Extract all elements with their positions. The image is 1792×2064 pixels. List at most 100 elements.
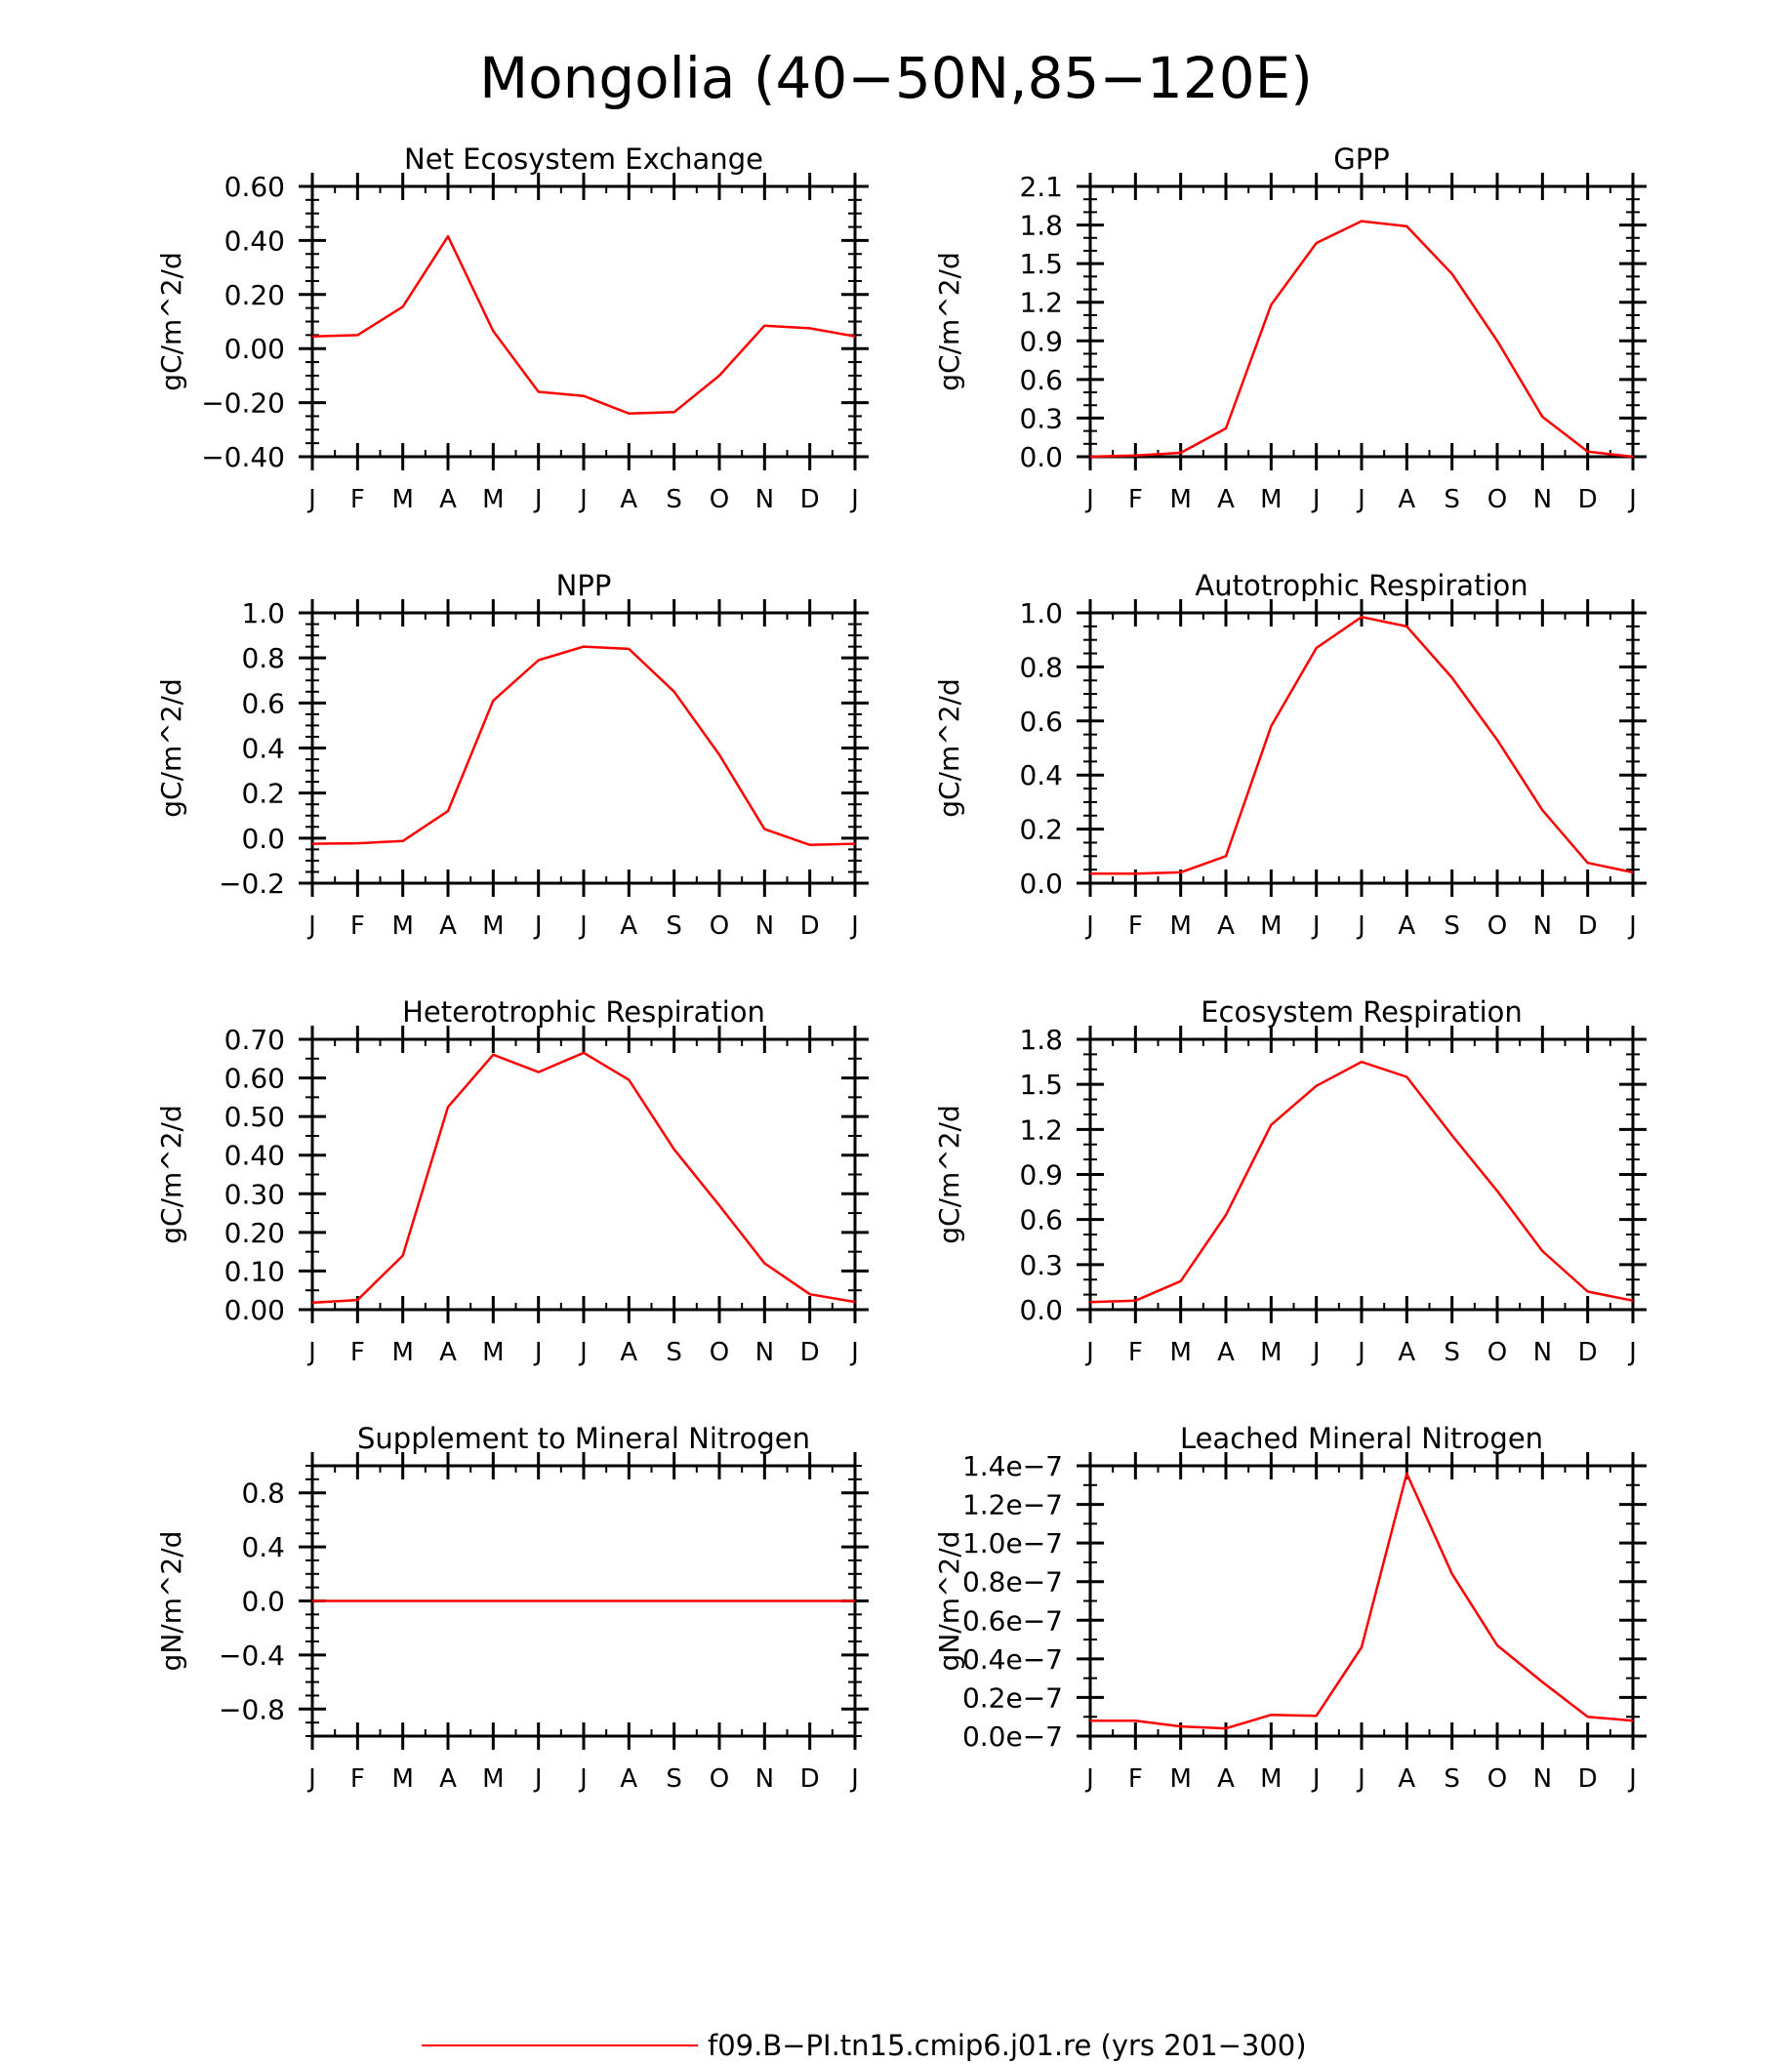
x-tick-label: D <box>800 485 820 514</box>
x-tick-label: J <box>849 911 859 941</box>
x-tick-label: F <box>350 485 365 514</box>
y-tick-label: 0.6 <box>1019 1204 1063 1236</box>
x-tick-label: S <box>666 1338 682 1367</box>
x-tick-label: J <box>1627 1338 1637 1367</box>
y-tick-label: 0.4 <box>1019 759 1063 791</box>
series-line <box>1089 1060 1634 1304</box>
x-tick-label: M <box>391 1338 413 1367</box>
y-tick-label: 0.40 <box>224 224 285 257</box>
x-tick-label: N <box>755 1338 774 1367</box>
x-tick-label: J <box>1311 485 1321 514</box>
x-tick-label: J <box>1627 485 1637 514</box>
y-tick-label: 0.6 <box>241 687 285 719</box>
y-tick-label: 0.4 <box>241 733 285 765</box>
x-tick-label: A <box>1398 1764 1415 1794</box>
y-tick-label: 1.5 <box>1019 248 1063 280</box>
x-tick-label: A <box>620 1338 637 1367</box>
series-line <box>1090 615 1634 875</box>
x-tick-label: J <box>1356 911 1365 941</box>
y-tick-label: 1.2e−7 <box>962 1489 1063 1521</box>
y-tick-label: 1.4e−7 <box>962 1450 1063 1482</box>
y-tick-label: 1.0 <box>1019 597 1063 629</box>
x-tick-label: M <box>482 911 504 941</box>
x-tick-label: J <box>1356 1338 1365 1367</box>
x-tick-label: F <box>1128 1764 1143 1794</box>
x-tick-label: M <box>482 485 504 514</box>
y-tick-label: 0.0 <box>1019 441 1063 473</box>
y-tick-label: 1.2 <box>1019 1113 1063 1146</box>
x-tick-label: J <box>1627 1764 1637 1794</box>
y-tick-label: 1.8 <box>1019 210 1063 242</box>
x-tick-label: J <box>1084 1338 1094 1367</box>
y-tick-label: 1.5 <box>1019 1069 1063 1101</box>
plot-frame <box>1088 1037 1635 1312</box>
y-axis-label: gN/m^2/d <box>155 1531 187 1672</box>
x-tick-label: J <box>1084 485 1094 514</box>
series-line <box>311 234 856 415</box>
y-axis-label: gC/m^2/d <box>933 678 965 818</box>
panel-title: Net Ecosystem Exchange <box>404 142 763 176</box>
x-tick-label: M <box>482 1764 504 1794</box>
y-tick-label: 0.9 <box>1019 325 1063 357</box>
x-tick-label: D <box>800 911 820 941</box>
x-tick-label: J <box>1356 1764 1365 1794</box>
y-tick-label: −0.40 <box>201 441 285 473</box>
y-tick-label: 0.00 <box>224 1294 285 1326</box>
x-tick-label: O <box>710 1338 729 1367</box>
x-tick-label: J <box>578 911 588 941</box>
x-tick-label: J <box>306 485 316 514</box>
figure-title: Mongolia (40−50N,85−120E) <box>479 45 1313 111</box>
x-tick-label: S <box>1444 1338 1460 1367</box>
x-tick-label: M <box>391 485 413 514</box>
x-tick-label: F <box>1128 485 1143 514</box>
y-tick-label: 1.0 <box>241 597 285 629</box>
panel-title: Autotrophic Respiration <box>1195 569 1527 602</box>
x-tick-label: D <box>1578 911 1598 941</box>
plot-frame <box>1088 611 1635 885</box>
x-tick-label: M <box>1260 485 1282 514</box>
x-tick-label: D <box>1578 485 1598 514</box>
y-tick-label: 0.3 <box>1019 1249 1063 1281</box>
x-tick-label: S <box>1444 911 1460 941</box>
x-tick-label: O <box>710 911 729 941</box>
plot-frame <box>1088 184 1635 459</box>
x-tick-label: M <box>1169 911 1191 941</box>
panel-title: Leached Mineral Nitrogen <box>1180 1422 1543 1455</box>
x-tick-label: J <box>1084 1764 1094 1794</box>
y-tick-label: 0.70 <box>224 1024 285 1056</box>
x-tick-label: A <box>1398 485 1415 514</box>
y-axis-label: gC/m^2/d <box>155 1105 187 1244</box>
x-tick-label: A <box>1398 911 1415 941</box>
x-tick-label: J <box>849 1338 859 1367</box>
x-tick-label: N <box>1533 911 1552 941</box>
series-line <box>311 1051 856 1305</box>
x-tick-label: M <box>1260 1338 1282 1367</box>
y-tick-label: 0.6 <box>1019 706 1063 738</box>
x-tick-label: J <box>1084 911 1094 941</box>
panel-title: Supplement to Mineral Nitrogen <box>357 1422 810 1455</box>
x-tick-label: O <box>1487 1338 1507 1367</box>
x-tick-label: S <box>666 1764 682 1794</box>
x-tick-label: A <box>1217 485 1235 514</box>
x-tick-label: M <box>1169 485 1191 514</box>
x-tick-label: O <box>710 485 729 514</box>
y-tick-label: 0.20 <box>224 279 285 311</box>
x-tick-label: J <box>533 1764 543 1794</box>
x-tick-label: M <box>1260 1764 1282 1794</box>
x-tick-label: J <box>849 485 859 514</box>
y-tick-label: 0.10 <box>224 1255 285 1287</box>
x-tick-label: A <box>620 911 637 941</box>
y-tick-label: 0.20 <box>224 1217 285 1249</box>
x-tick-label: D <box>800 1338 820 1367</box>
y-axis-label: gN/m^2/d <box>933 1531 965 1672</box>
y-tick-label: 0.8 <box>241 642 285 674</box>
y-tick-label: 0.2e−7 <box>962 1681 1063 1714</box>
x-tick-label: J <box>1311 1764 1321 1794</box>
y-tick-label: 0.4 <box>241 1531 285 1563</box>
